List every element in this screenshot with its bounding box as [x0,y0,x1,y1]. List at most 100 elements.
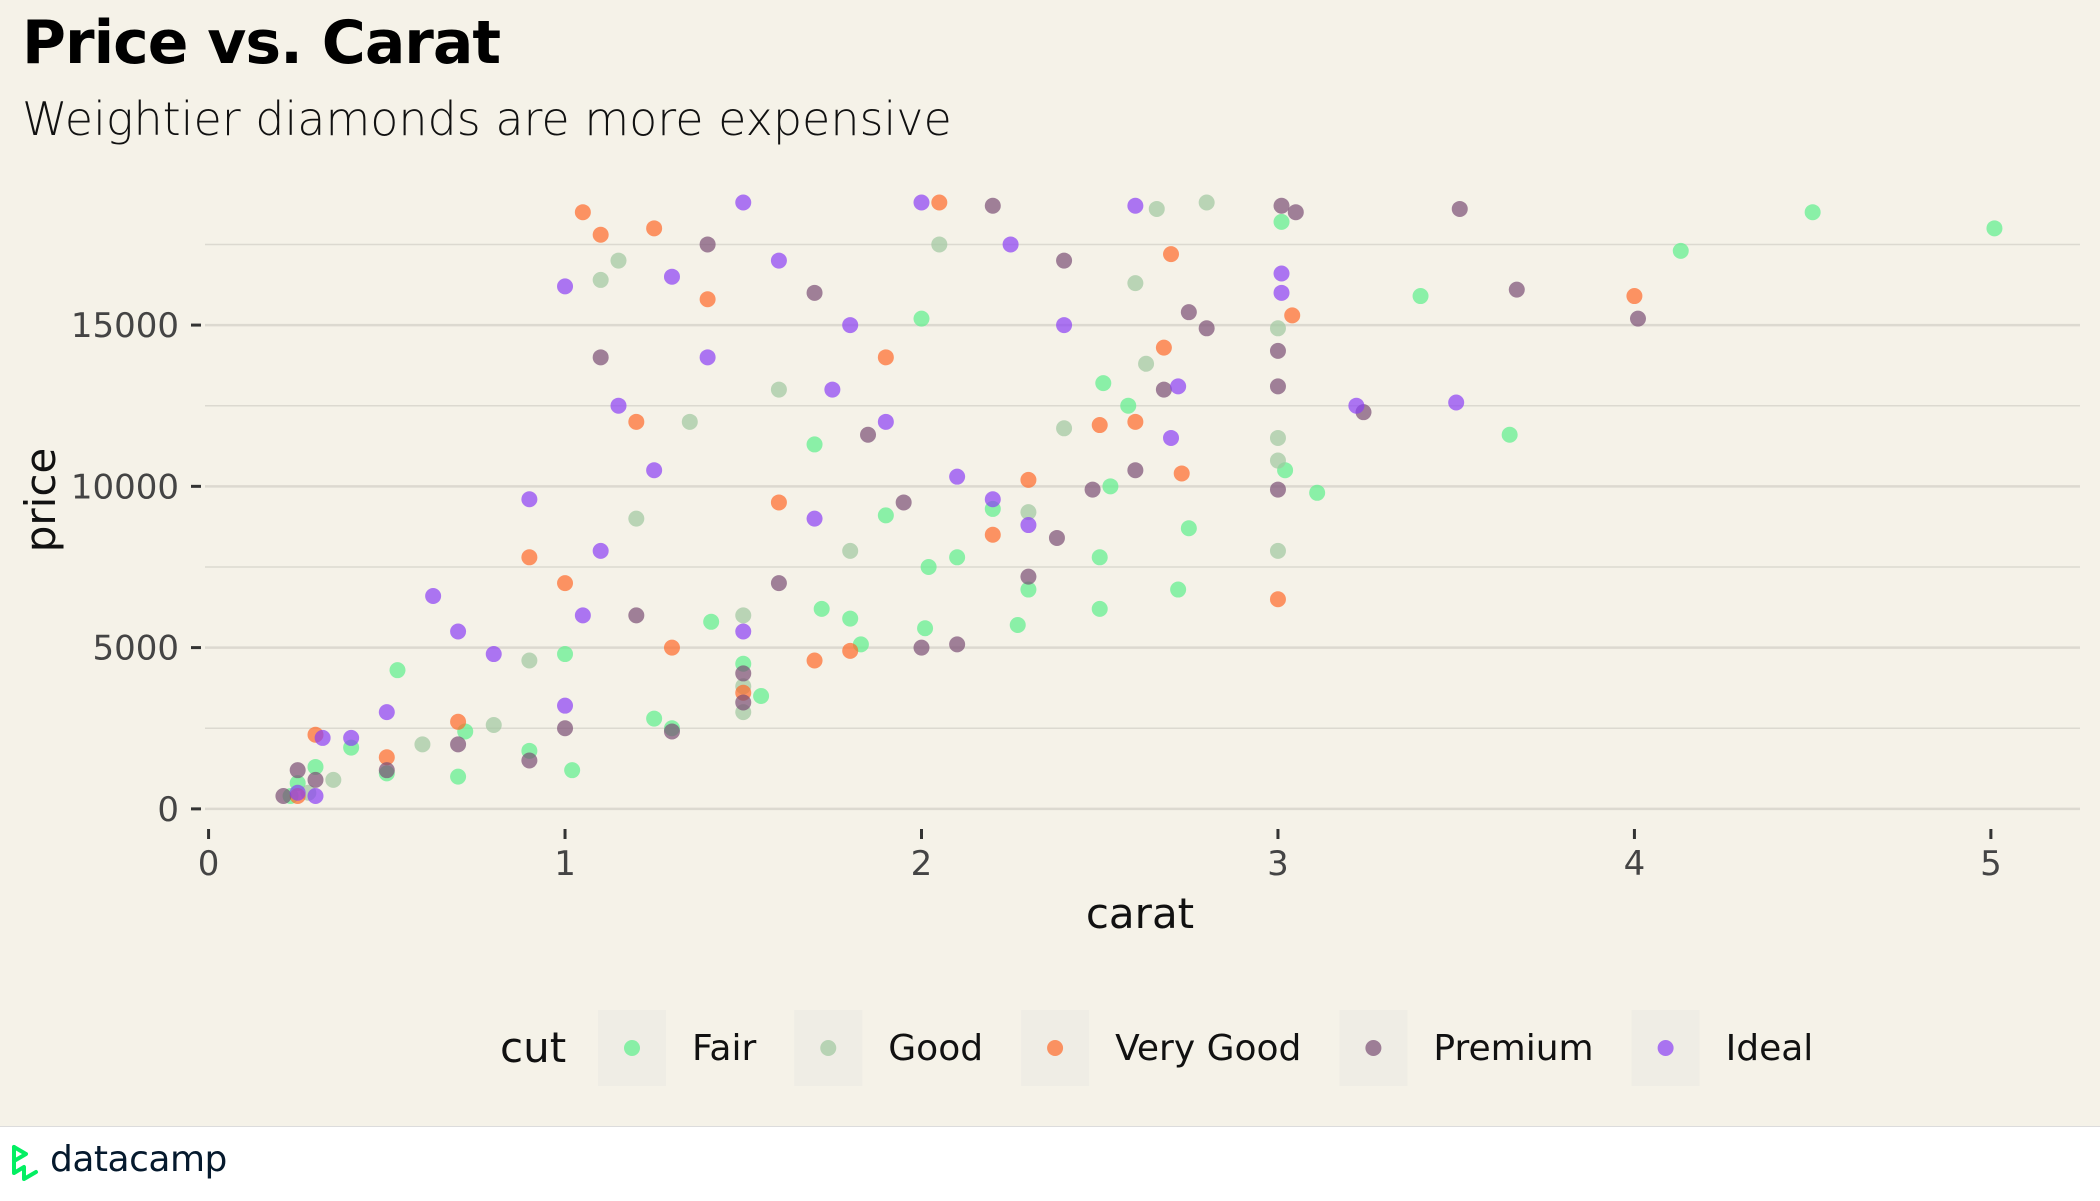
data-point [325,771,342,788]
data-point [1269,452,1286,469]
data-point [1448,394,1465,411]
data-point [842,542,859,559]
data-point [770,252,787,269]
data-point [806,284,823,301]
data-point [1020,568,1037,585]
data-point [307,758,324,775]
legend-swatch [1047,1040,1064,1056]
data-point [450,736,467,753]
y-tick-label: 0 [157,790,179,830]
data-point [1020,504,1037,521]
data-point [913,194,930,211]
data-point [485,717,502,734]
data-point [592,226,609,243]
data-point [1002,236,1019,253]
data-point [735,194,752,211]
data-point [1091,549,1108,566]
data-point [646,220,663,237]
data-point [703,613,720,630]
data-point [557,720,574,737]
data-point [917,620,934,637]
data-point [1120,397,1137,414]
data-point [1284,307,1301,324]
data-point [877,349,894,366]
data-points [275,194,2003,804]
y-tick-label: 5000 [92,629,179,669]
data-point [984,526,1001,543]
data-point [735,665,752,682]
data-point [378,749,395,766]
data-point [913,310,930,327]
data-point [646,462,663,479]
legend-swatch [1365,1040,1382,1056]
data-point [877,507,894,524]
data-point [1269,429,1286,446]
data-point [1501,426,1518,443]
data-point [949,636,966,653]
data-point [574,204,591,221]
data-point [984,197,1001,214]
data-point [1198,194,1215,211]
data-point [1084,481,1101,498]
data-point [557,646,574,663]
x-tick-label: 4 [1624,844,1646,884]
data-point [1155,381,1172,398]
data-point [1269,342,1286,359]
data-point [663,639,680,656]
data-point [592,542,609,559]
data-point [1148,200,1165,217]
x-tick-label: 1 [554,844,576,884]
data-point [1170,378,1187,395]
data-point [1009,617,1026,634]
data-point [1508,281,1525,298]
legend: cut Fair Good Very Good Premium Ideal [500,1010,1813,1086]
chart-title: Price vs. Carat [22,8,501,78]
data-point [389,662,406,679]
data-point [920,558,937,575]
data-point [610,252,627,269]
data-point [592,271,609,288]
data-point [1672,242,1689,259]
data-point [1127,462,1144,479]
chart-subtitle: Weightier diamonds are more expensive [22,92,952,146]
data-point [1102,478,1119,495]
data-point [1020,517,1037,534]
data-point [877,413,894,430]
legend-swatch [820,1040,837,1056]
y-tick-label: 10000 [71,467,179,507]
data-point [289,784,306,801]
data-point [1091,600,1108,617]
data-point [307,787,324,804]
data-point [1127,197,1144,214]
data-point [343,729,360,746]
data-point [663,268,680,285]
data-point [592,349,609,366]
data-point [1056,252,1073,269]
data-point [450,768,467,785]
data-point [842,610,859,627]
datacamp-logo-icon [12,1145,38,1181]
data-point [557,278,574,295]
data-point [735,623,752,640]
data-point [1048,529,1065,546]
data-point [1273,197,1290,214]
x-axis-label: carat [1086,889,1194,938]
data-point [663,723,680,740]
data-point [1287,204,1304,221]
data-point [1804,204,1821,221]
data-point [735,607,752,624]
legend-swatch [1657,1040,1674,1056]
footer-logo-text: datacamp [50,1139,227,1180]
data-point [1056,317,1073,334]
data-point [1127,275,1144,292]
data-point [1986,220,2003,237]
data-point [842,642,859,659]
data-point [1173,465,1190,482]
data-point [770,575,787,592]
data-point [1412,288,1429,305]
data-point [521,549,538,566]
grid-lines [205,243,2080,811]
data-point [1155,339,1172,356]
data-point [1269,320,1286,337]
data-point [931,194,948,211]
